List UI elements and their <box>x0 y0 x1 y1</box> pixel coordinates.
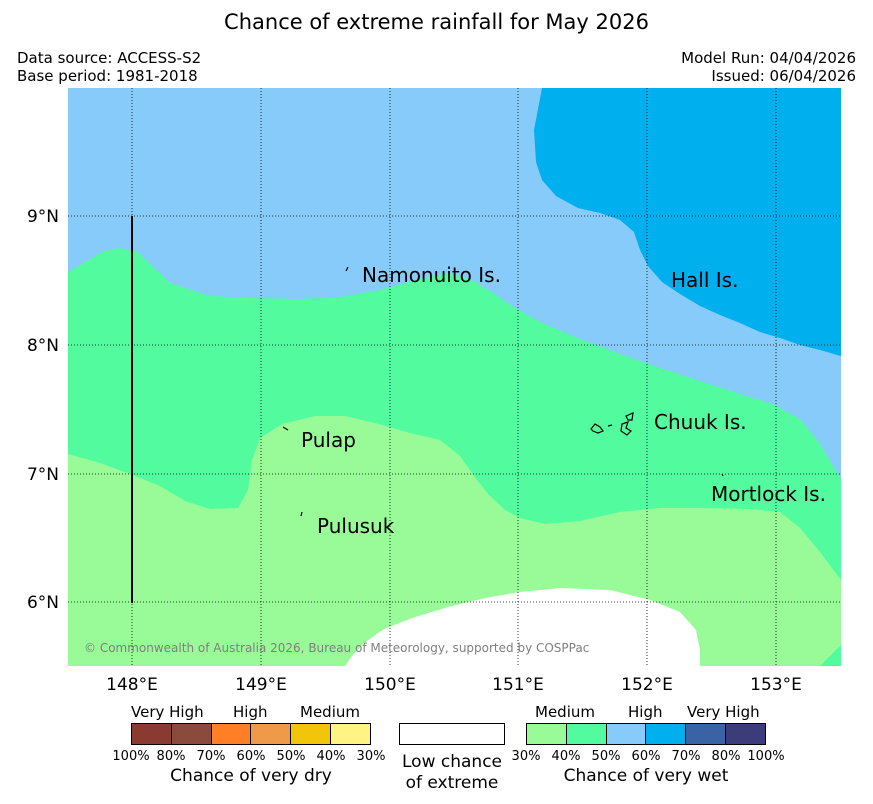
dry-tick: 100% <box>112 749 150 764</box>
dry-swatch <box>170 724 211 744</box>
wet-tick: 100% <box>747 749 785 764</box>
zone-low-chance <box>345 588 700 666</box>
meta-left: Data source: ACCESS-S2 Base period: 1981… <box>17 49 201 85</box>
lon-tick-151e: 151°E <box>492 675 544 695</box>
place-hall: Hall Is. <box>671 268 738 292</box>
wet-swatch <box>725 724 765 744</box>
dry-colorbar <box>131 723 371 745</box>
lon-tick-150e: 150°E <box>364 675 416 695</box>
copyright-notice: © Commonwealth of Australia 2026, Bureau… <box>84 641 589 655</box>
wet-category-medium: Medium <box>535 703 595 721</box>
data-source: Data source: ACCESS-S2 <box>17 49 202 67</box>
wet-swatch <box>605 724 646 744</box>
dry-tick: 50% <box>276 749 306 764</box>
lon-tick-149e: 149°E <box>235 675 287 695</box>
lon-tick-153e: 153°E <box>750 675 802 695</box>
gridlines <box>68 88 841 666</box>
lat-tick-6n: 6°N <box>27 593 59 613</box>
zone-top-right-accent <box>820 645 841 666</box>
wet-swatch <box>645 724 686 744</box>
place-pulusuk: Pulusuk <box>317 514 395 538</box>
issued-date: Issued: 06/04/2026 <box>711 67 856 85</box>
wet-legend-title: Chance of very wet <box>563 766 729 786</box>
wet-category-high: High <box>628 703 663 721</box>
island-shapes <box>282 266 724 517</box>
wet-tick: 80% <box>711 749 741 764</box>
longitude-ticks: 148°E 149°E 150°E 151°E 152°E 153°E <box>106 675 802 695</box>
wet-swatch <box>527 724 566 744</box>
wet-swatch <box>565 724 606 744</box>
lat-tick-9n: 9°N <box>27 207 59 227</box>
low-chance-line1: Low chance <box>402 752 502 772</box>
dry-tick: 60% <box>236 749 266 764</box>
place-namonuito: Namonuito Is. <box>362 263 501 287</box>
wet-category-very-high: Very High <box>687 703 760 721</box>
wet-swatch <box>685 724 726 744</box>
wet-colorbar <box>526 723 766 745</box>
zone-very-high-wet <box>534 88 841 356</box>
place-mortlock: Mortlock Is. <box>711 482 826 506</box>
dry-swatch <box>132 724 171 744</box>
place-chuuk: Chuuk Is. <box>654 410 747 434</box>
dry-legend-title: Chance of very dry <box>170 766 332 786</box>
map-title: Chance of extreme rainfall for May 2026 <box>224 10 649 34</box>
lon-tick-148e: 148°E <box>106 675 158 695</box>
wet-tick: 30% <box>511 749 541 764</box>
dry-swatch <box>250 724 291 744</box>
dry-swatch <box>290 724 331 744</box>
lat-tick-8n: 8°N <box>27 336 59 356</box>
dry-tick: 70% <box>196 749 226 764</box>
wet-tick: 50% <box>591 749 621 764</box>
wet-tick: 70% <box>671 749 701 764</box>
dry-tick: 40% <box>316 749 346 764</box>
wet-tick: 60% <box>631 749 661 764</box>
low-chance-label: Low chance of extreme <box>402 752 502 794</box>
dry-tick: 80% <box>156 749 186 764</box>
low-chance-line2: of extreme <box>405 773 499 793</box>
model-run: Model Run: 04/04/2026 <box>681 49 856 67</box>
meta-right: Model Run: 04/04/2026 Issued: 06/04/2026 <box>681 49 856 85</box>
place-pulap: Pulap <box>301 428 356 452</box>
dry-tick: 30% <box>356 749 386 764</box>
dry-category-medium: Medium <box>300 703 360 721</box>
low-chance-swatch <box>399 723 505 745</box>
lat-tick-7n: 7°N <box>27 465 59 485</box>
wet-tick: 40% <box>551 749 581 764</box>
dry-category-very-high: Very High <box>131 703 204 721</box>
dry-swatch <box>210 724 251 744</box>
base-period: Base period: 1981-2018 <box>17 67 198 85</box>
dry-category-high: High <box>233 703 268 721</box>
dry-swatch <box>330 724 370 744</box>
latitude-ticks: 9°N 8°N 7°N 6°N <box>27 207 59 613</box>
lon-tick-152e: 152°E <box>621 675 673 695</box>
